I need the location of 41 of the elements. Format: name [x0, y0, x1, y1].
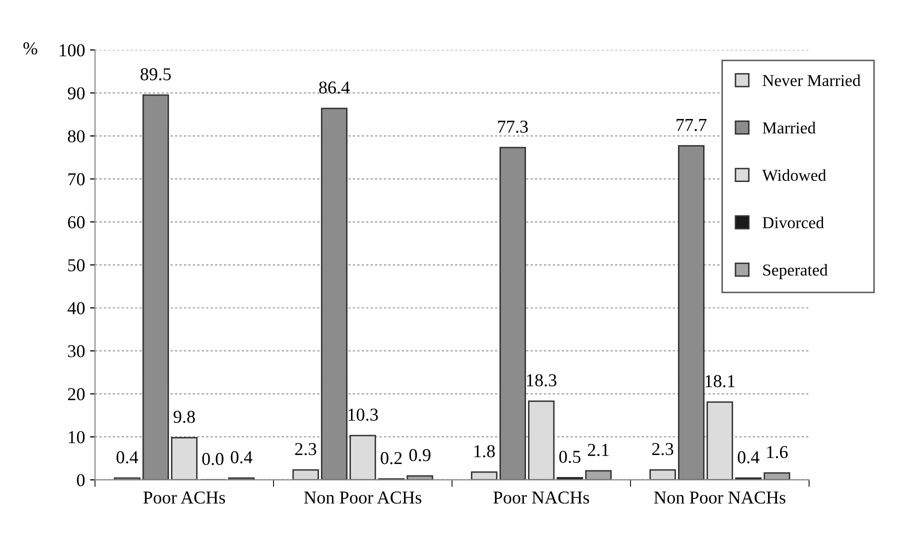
data-label: 9.8: [174, 410, 195, 423]
data-label: 77.7: [676, 119, 707, 132]
data-label: 10.3: [348, 408, 378, 421]
data-label: 2.3: [295, 443, 316, 456]
data-label: 2.1: [588, 444, 609, 456]
y-tick-label: 10: [68, 431, 85, 444]
y-tick-label: 50: [68, 259, 85, 272]
x-tick-label: Non Poor NACHs: [654, 492, 786, 504]
y-tick-label: 70: [68, 173, 85, 186]
data-label: 0.4: [116, 451, 138, 464]
y-tick-label: 40: [68, 302, 85, 314]
legend-label: Widowed: [762, 169, 826, 182]
y-tick-label: 80: [68, 130, 85, 142]
data-label: 2.3: [652, 443, 674, 456]
data-label: 89.5: [140, 68, 171, 80]
data-label: 0.2: [380, 452, 402, 464]
y-tick-label: 60: [68, 216, 85, 228]
legend-label: Divorced: [762, 216, 824, 228]
y-tick-label: 30: [68, 345, 85, 358]
y-tick-label: 100: [60, 44, 85, 56]
data-label: 18.3: [527, 374, 556, 386]
x-tick-label: Poor NACHs: [493, 492, 590, 504]
legend-label: Never Married: [762, 74, 860, 86]
legend-label: Seperated: [763, 264, 828, 280]
data-label: 1.6: [767, 446, 788, 458]
data-label: 0.4: [738, 451, 760, 464]
data-label: 0.0: [202, 452, 224, 466]
y-tick-label: 0: [76, 474, 85, 486]
data-label: 77.3: [498, 120, 528, 133]
data-label: 0.4: [230, 451, 252, 464]
x-tick-label: Non Poor ACHs: [304, 492, 422, 504]
data-label: 0.5: [559, 450, 580, 463]
y-tick-label: 90: [68, 87, 85, 100]
y-axis-title: %: [23, 42, 38, 55]
data-label: 1.8: [474, 445, 495, 458]
y-tick-label: 20: [68, 388, 85, 400]
data-label: 18.1: [706, 375, 735, 388]
data-label: 86.4: [319, 81, 350, 94]
x-tick-label: Poor ACHs: [143, 492, 226, 504]
legend-label: Married: [762, 122, 816, 134]
data-label: 0.9: [409, 448, 430, 462]
